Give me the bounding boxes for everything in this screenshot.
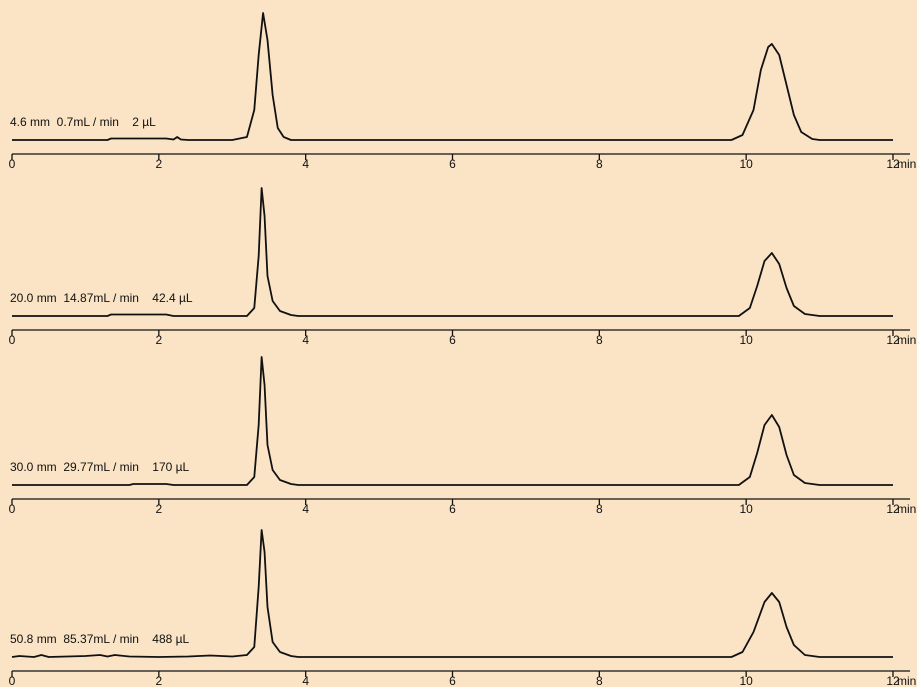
x-axis-label: min [897, 157, 916, 171]
x-tick-label: 10 [739, 333, 753, 347]
x-tick-label: 2 [155, 502, 162, 516]
x-tick-label: 10 [739, 674, 753, 687]
x-axis-label: min [897, 333, 916, 347]
x-tick-label: 0 [9, 502, 16, 516]
x-tick-label: 0 [9, 333, 16, 347]
x-tick-label: 8 [596, 502, 603, 516]
x-tick-label: 8 [596, 674, 603, 687]
trace-line [12, 356, 893, 486]
x-tick-label: 12 [886, 674, 900, 687]
x-tick-label: 8 [596, 333, 603, 347]
x-axis-label: min [897, 674, 916, 687]
trace-line [11, 529, 893, 658]
x-tick-label: 12 [886, 157, 900, 171]
x-tick-label: 2 [155, 674, 162, 687]
x-axis-label: min [897, 502, 916, 516]
x-tick-label: 4 [302, 333, 309, 347]
x-tick-label: 8 [596, 157, 603, 171]
x-tick-label: 4 [302, 502, 309, 516]
x-tick-label: 6 [449, 674, 456, 687]
x-tick-label: 10 [739, 157, 753, 171]
x-tick-label: 4 [302, 674, 309, 687]
trace-line [12, 12, 893, 141]
x-tick-label: 6 [449, 333, 456, 347]
panel-title: 4.6 mm 0.7mL / min 2 µL [10, 115, 156, 129]
x-tick-label: 12 [886, 502, 900, 516]
x-tick-label: 6 [449, 157, 456, 171]
x-tick-label: 10 [739, 502, 753, 516]
x-tick-label: 0 [9, 674, 16, 687]
x-tick-label: 12 [886, 333, 900, 347]
panel-title: 20.0 mm 14.87mL / min 42.4 µL [10, 291, 193, 305]
x-tick-label: 0 [9, 157, 16, 171]
x-tick-label: 2 [155, 157, 162, 171]
x-tick-label: 6 [449, 502, 456, 516]
panel-title: 50.8 mm 85.37mL / min 488 µL [10, 632, 190, 646]
x-tick-label: 2 [155, 333, 162, 347]
trace-line [12, 187, 893, 317]
panel-title: 30.0 mm 29.77mL / min 170 µL [10, 460, 190, 474]
x-tick-label: 4 [302, 157, 309, 171]
